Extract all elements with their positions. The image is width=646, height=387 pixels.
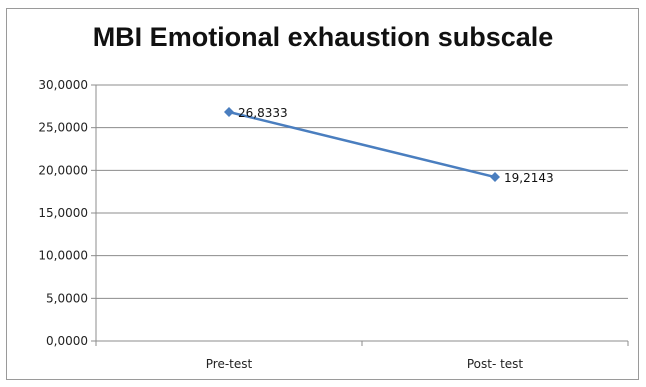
x-axis-tick-labels: Pre-test Post- test [206,357,524,371]
data-labels: 26,8333 19,2143 [238,106,554,185]
x-tick-label: Pre-test [206,357,253,371]
data-point [490,172,500,182]
x-tick-label: Post- test [467,357,524,371]
y-tick-label: 25,0000 [38,121,88,135]
series-line [229,112,495,177]
y-tick-label: 0,0000 [46,334,88,348]
y-tick-label: 15,0000 [38,206,88,220]
y-tick-label: 30,0000 [38,78,88,92]
data-label: 19,2143 [504,171,554,185]
y-tick-label: 10,0000 [38,249,88,263]
y-tick-label: 20,0000 [38,163,88,177]
y-tick-label: 5,0000 [46,291,88,305]
y-axis-tick-labels: 0,0000 5,0000 10,0000 15,0000 20,0000 25,0000… [38,78,88,348]
data-point [224,107,234,117]
data-label: 26,8333 [238,106,288,120]
gridlines [91,85,628,346]
